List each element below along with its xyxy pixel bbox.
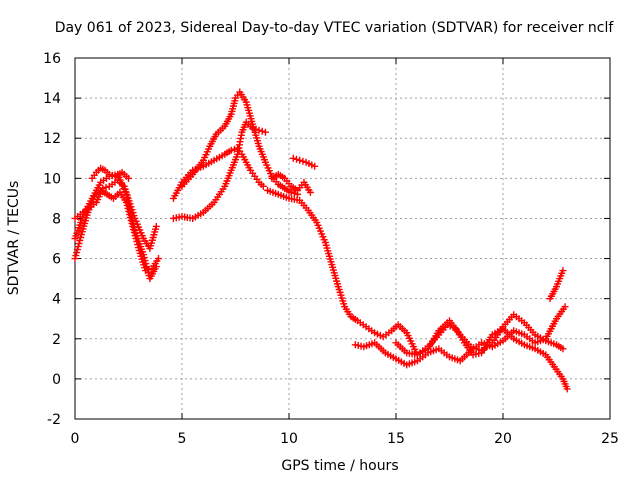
data-point <box>292 155 300 163</box>
data-point <box>259 182 267 190</box>
y-tick-label: 6 <box>52 252 61 268</box>
x-tick-label: 15 <box>387 431 405 447</box>
series-track-m <box>546 267 567 303</box>
x-tick-label: 20 <box>494 431 512 447</box>
chart-title: Day 061 of 2023, Sidereal Day-to-day VTE… <box>55 20 615 36</box>
data-point <box>105 170 113 178</box>
x-tick-label: 25 <box>601 431 619 447</box>
y-tick-label: 12 <box>43 131 61 147</box>
x-tick-label: 5 <box>178 431 187 447</box>
grid-lines <box>75 58 610 419</box>
y-tick-label: 14 <box>43 91 61 107</box>
data-point <box>299 157 307 165</box>
y-tick-label: 4 <box>52 292 61 308</box>
y-tick-label: 0 <box>52 372 61 388</box>
x-tick-label: 0 <box>71 431 80 447</box>
y-tick-label: 10 <box>43 171 61 187</box>
data-point <box>559 267 567 275</box>
data-points <box>71 88 571 393</box>
data-point <box>154 255 162 263</box>
series-track-f <box>169 144 267 202</box>
x-axis-title: GPS time / hours <box>281 458 398 474</box>
data-point <box>102 183 110 191</box>
data-point <box>125 174 132 182</box>
data-point <box>152 222 160 230</box>
data-point <box>227 146 235 154</box>
y-tick-label: 2 <box>52 332 61 348</box>
data-point <box>258 127 266 135</box>
data-point <box>261 128 269 136</box>
data-point <box>563 385 571 393</box>
plot-frame <box>74 57 611 420</box>
series-track-l <box>392 321 571 393</box>
data-point <box>287 188 295 196</box>
data-point <box>296 156 304 164</box>
series-track-h <box>268 170 314 196</box>
y-tick-label: 8 <box>52 211 61 227</box>
series-track-d <box>88 164 132 182</box>
y-axis-title: SDTVAR / TECUs <box>6 181 22 296</box>
data-point <box>289 154 297 162</box>
data-point <box>99 184 107 192</box>
axis-ticks: 0 5 10 15 20 25 -2 0 2 4 6 8 10 12 14 16 <box>43 51 619 447</box>
y-tick-label: 16 <box>43 51 61 67</box>
series-track-g <box>178 88 302 198</box>
data-point <box>152 263 160 271</box>
data-point <box>559 345 567 353</box>
data-point <box>311 162 319 170</box>
y-tick-label: -2 <box>47 412 61 428</box>
data-point <box>306 188 314 196</box>
data-point <box>561 303 569 311</box>
series-track-c <box>71 176 160 253</box>
x-tick-label: 10 <box>280 431 298 447</box>
series-track-i <box>289 154 319 170</box>
data-point <box>230 145 238 153</box>
